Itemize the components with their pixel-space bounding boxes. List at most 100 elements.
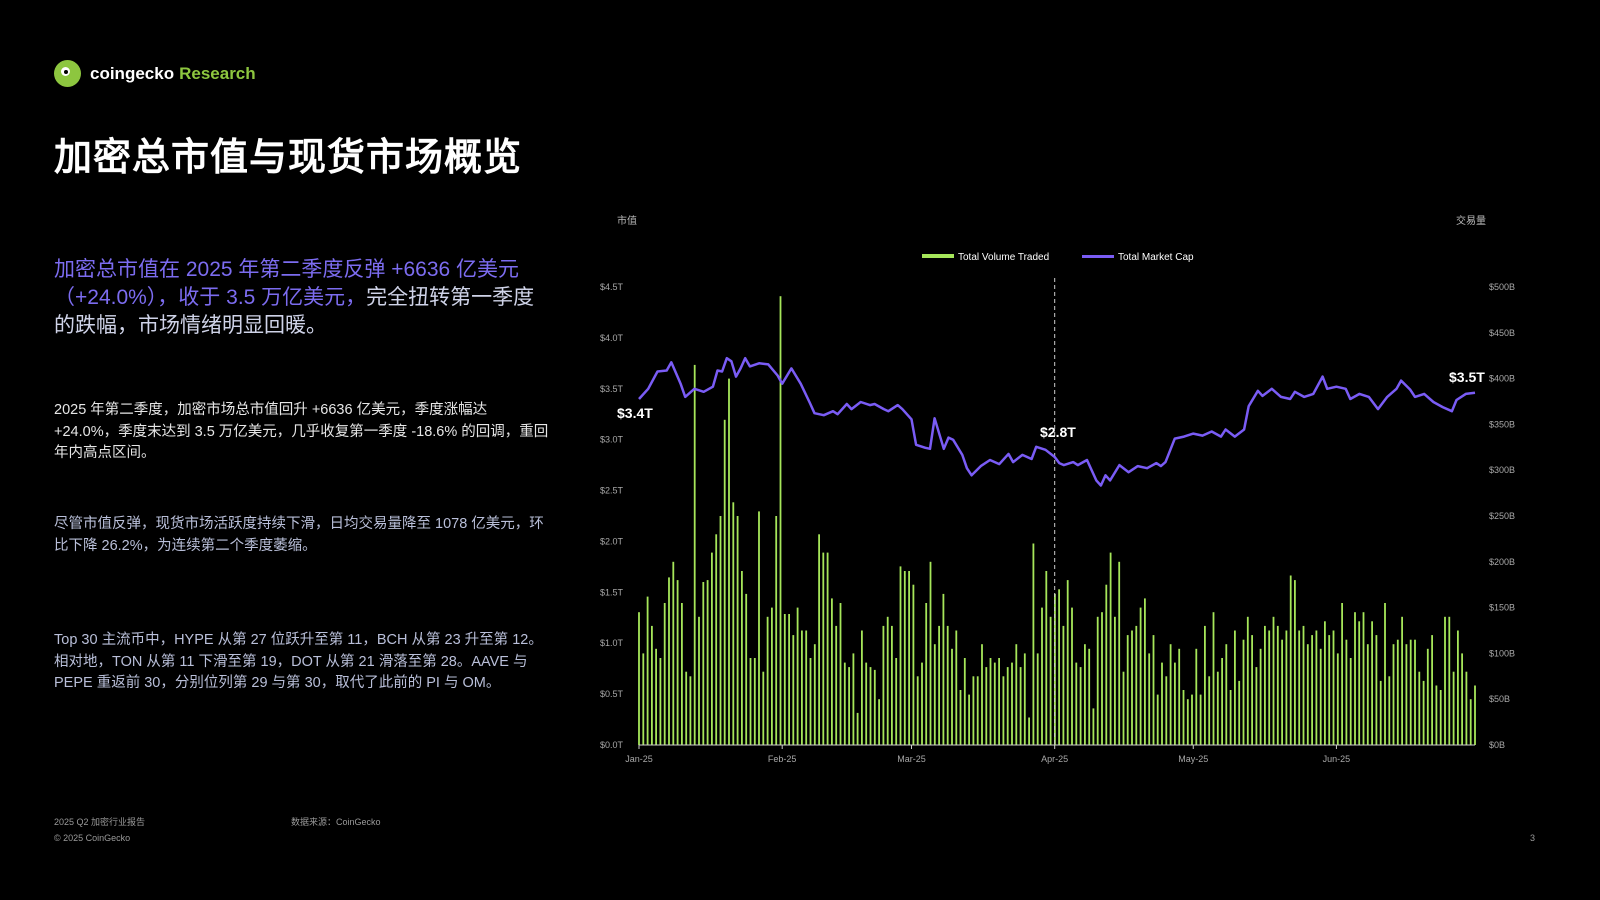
volume-bar: [1195, 648, 1198, 745]
volume-bar: [895, 658, 898, 745]
volume-bar: [689, 676, 692, 745]
volume-bar: [955, 630, 958, 745]
volume-bar: [1255, 667, 1258, 745]
x-axis-ticks: Jan-25 Feb-25 Mar-25 Apr-25 May-25 Jun-25: [625, 745, 1350, 764]
volume-bar: [779, 296, 782, 745]
annotation-low: $2.8T: [1040, 424, 1076, 440]
volume-bar: [1084, 644, 1086, 745]
volume-bar: [856, 712, 859, 745]
volume-bar: [1075, 662, 1078, 745]
volume-bar: [1199, 694, 1202, 745]
volume-bar: [1216, 671, 1219, 745]
volume-bar: [1002, 676, 1005, 745]
right-tick-label: $100B: [1489, 648, 1515, 658]
x-tick-label: Mar-25: [897, 754, 926, 764]
volume-bar: [1336, 653, 1339, 745]
volume-bar: [1375, 635, 1378, 745]
volume-bar: [1448, 616, 1451, 745]
right-tick-label: $0B: [1489, 740, 1505, 750]
volume-bar: [873, 669, 876, 745]
volume-bar: [916, 676, 919, 745]
gecko-icon: [54, 60, 81, 87]
left-tick-label: $3.0T: [600, 435, 624, 445]
right-tick-label: $350B: [1489, 419, 1515, 429]
volume-bar: [891, 625, 893, 745]
volume-bar: [1298, 630, 1301, 745]
volume-bar: [1405, 644, 1408, 745]
volume-bar: [929, 561, 932, 745]
volume-bar: [1118, 561, 1121, 745]
volume-bar: [1144, 598, 1146, 745]
volume-bar: [1311, 635, 1313, 745]
volume-bar: [1015, 644, 1018, 745]
volume-bar: [1392, 644, 1395, 745]
volume-bar: [1109, 552, 1112, 745]
volume-bars: [638, 296, 1476, 745]
volume-bar: [801, 630, 803, 745]
volume-bar: [766, 616, 769, 745]
volume-bar: [1221, 658, 1223, 745]
volume-bar: [861, 630, 863, 745]
volume-bar: [1281, 639, 1283, 745]
volume-bar: [1418, 671, 1421, 745]
volume-bar: [796, 607, 799, 745]
volume-bar: [998, 658, 1000, 745]
volume-bar: [736, 516, 739, 745]
volume-bar: [1268, 630, 1271, 745]
volume-bar: [1426, 648, 1429, 745]
volume-bar: [728, 378, 730, 745]
volume-bar: [646, 596, 649, 745]
volume-bar: [985, 667, 988, 745]
volume-bar: [1178, 648, 1181, 745]
volume-bar: [805, 630, 808, 745]
volume-bar: [792, 635, 795, 745]
left-axis-title: 市值: [617, 214, 637, 227]
volume-bar: [1054, 593, 1056, 745]
volume-bar: [1105, 584, 1108, 745]
volume-bar: [1349, 658, 1352, 745]
volume-bar: [946, 625, 949, 745]
right-tick-label: $150B: [1489, 603, 1515, 613]
volume-bar: [1135, 625, 1138, 745]
volume-bar: [972, 676, 975, 745]
volume-bar: [775, 516, 778, 745]
left-tick-label: $2.5T: [600, 486, 624, 496]
volume-bar: [788, 614, 790, 745]
volume-bar: [1457, 630, 1459, 745]
right-tick-label: $250B: [1489, 511, 1515, 521]
volume-bar: [1161, 662, 1163, 745]
annotation-start: $3.4T: [617, 405, 653, 421]
volume-bar: [1306, 644, 1309, 745]
volume-bar: [681, 603, 683, 745]
volume-bar: [886, 616, 889, 745]
volume-bar: [1242, 639, 1245, 745]
volume-bar: [723, 419, 726, 745]
volume-bar: [655, 648, 657, 745]
volume-bar: [1409, 639, 1412, 745]
volume-bar: [1019, 667, 1022, 745]
left-axis-ticks: $0.0T $0.5T $1.0T $1.5T $2.0T $2.5T $3.0T $3.5T…: [600, 282, 624, 750]
volume-bar: [1461, 653, 1463, 745]
volume-bar: [1071, 607, 1073, 745]
volume-bar: [843, 662, 846, 745]
volume-bar: [1238, 680, 1241, 745]
right-tick-label: $50B: [1489, 694, 1510, 704]
volume-bar: [1341, 603, 1343, 745]
volume-bar: [963, 658, 966, 745]
volume-bar: [762, 671, 765, 745]
volume-bar: [1122, 671, 1125, 745]
footer-report: 2025 Q2 加密行业报告: [54, 817, 146, 827]
right-tick-label: $400B: [1489, 374, 1515, 384]
volume-bar: [968, 694, 970, 745]
volume-bar: [1114, 616, 1116, 745]
paragraph-rankings: Top 30 主流币中，HYPE 从第 27 位跃升至第 11，BCH 从第 2…: [54, 632, 543, 691]
volume-bar: [1444, 616, 1446, 745]
volume-bar: [925, 603, 928, 745]
volume-bar: [668, 577, 670, 745]
volume-bar: [869, 667, 872, 745]
volume-bar: [1324, 621, 1326, 745]
x-tick-label: May-25: [1178, 754, 1208, 764]
volume-bar: [993, 662, 996, 745]
volume-bar: [1396, 639, 1399, 745]
market-cap-line: [638, 356, 1476, 487]
